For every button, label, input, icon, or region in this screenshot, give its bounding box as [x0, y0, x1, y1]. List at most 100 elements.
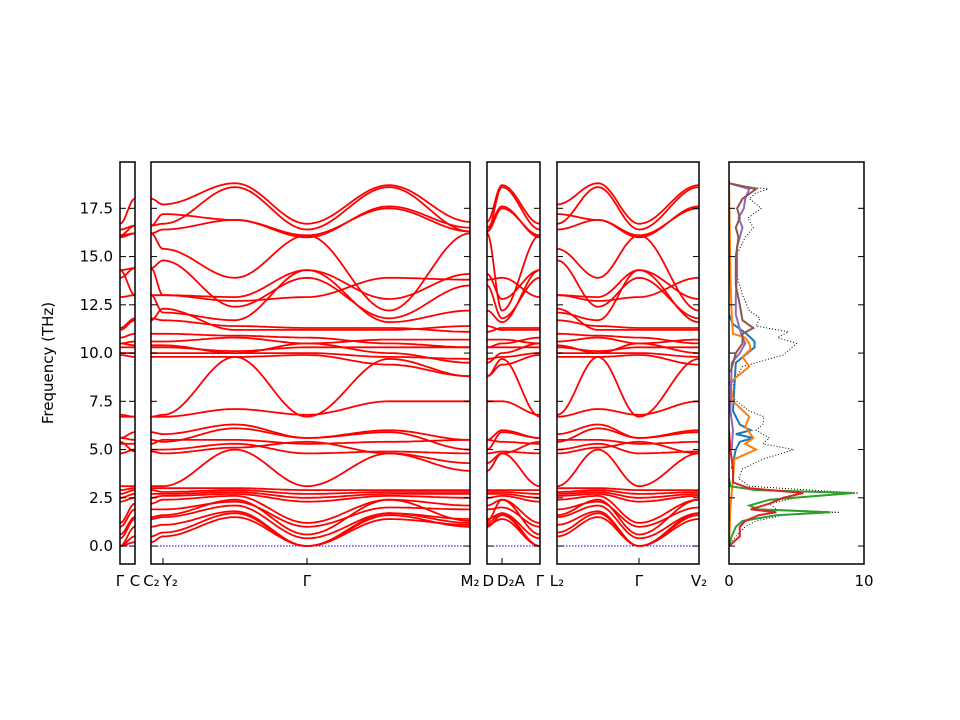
x-tick-label: V₂: [691, 572, 707, 590]
band-line: [120, 269, 135, 297]
band-line: [557, 269, 699, 300]
band-line: [487, 400, 540, 416]
x-tick-label: Γ: [116, 572, 125, 590]
band-line: [487, 276, 540, 298]
band-line: [557, 448, 699, 488]
band-line: [151, 500, 470, 528]
band-line: [487, 491, 540, 495]
band-line: [487, 338, 540, 345]
band-line: [151, 442, 470, 455]
band-line: [151, 492, 470, 503]
y-tick-label: 5.0: [89, 441, 113, 459]
band-line: [151, 423, 470, 441]
x-tick-label: Γ: [303, 572, 312, 590]
band-line: [151, 267, 470, 300]
band-line: [557, 269, 699, 324]
band-line: [557, 182, 699, 225]
band-line: [120, 319, 135, 331]
band-line: [557, 512, 699, 548]
x-tick-label: L₂: [550, 572, 564, 590]
band-line: [151, 276, 470, 302]
band-line: [120, 342, 135, 347]
band-line: [120, 197, 135, 225]
x-tick-label: M₂: [461, 572, 480, 590]
band-line: [557, 487, 699, 491]
band-line: [151, 491, 470, 499]
panel-frame: [486, 161, 541, 565]
band-line: [151, 317, 470, 333]
y-tick-label: 0.0: [89, 537, 113, 555]
band-line: [557, 354, 699, 366]
band-line: [151, 269, 470, 324]
band-line: [120, 502, 135, 524]
dos-series-projection-5: [729, 182, 751, 450]
band-line: [151, 498, 470, 536]
band-line: [151, 232, 470, 312]
band-line: [557, 400, 699, 418]
band-line: [557, 440, 699, 455]
band-line: [151, 182, 470, 225]
dos-x-tick-label: 0: [724, 572, 734, 590]
y-tick-label: 2.5: [89, 489, 113, 507]
band-line: [557, 495, 699, 524]
x-tick-label: Γ: [536, 572, 545, 590]
band-line: [557, 489, 699, 495]
band-line: [487, 205, 540, 239]
band-line: [557, 205, 699, 239]
band-line: [151, 400, 470, 418]
band-line: [120, 508, 135, 528]
band-line: [151, 489, 470, 495]
band-line: [557, 355, 699, 418]
band-line: [557, 259, 699, 320]
band-line: [487, 232, 540, 312]
dos-series-projection-1: [729, 314, 756, 470]
band-line: [487, 506, 540, 528]
band-line: [151, 207, 470, 237]
band-line: [487, 431, 540, 451]
band-line: [487, 269, 540, 300]
band-line: [557, 439, 699, 445]
band-line: [487, 269, 540, 324]
band-line: [120, 267, 135, 279]
band-line: [557, 336, 699, 345]
dos-series-projection-4: [729, 430, 804, 547]
band-line: [151, 495, 470, 524]
band-line: [557, 516, 699, 548]
band-line: [120, 487, 135, 491]
band-line: [151, 332, 470, 349]
band-line: [557, 332, 699, 345]
band-line: [487, 493, 540, 499]
y-tick-label: 17.5: [80, 199, 113, 217]
band-line: [557, 346, 699, 352]
band-panel-c2-y2-gamma-m2: C₂ Y₂ Γ M₂: [143, 161, 480, 590]
band-line: [120, 516, 135, 536]
band-line: [151, 427, 470, 451]
band-line: [487, 439, 540, 445]
band-line: [151, 342, 470, 364]
band-line: [487, 184, 540, 225]
band-panel-d-a-gamma: D D₂A Γ: [483, 161, 545, 590]
x-tick-label: Γ: [635, 572, 644, 590]
dos-series-projection-6: [729, 182, 759, 373]
band-line: [151, 186, 470, 233]
band-line: [151, 307, 470, 331]
x-tick-label: C₂: [143, 572, 160, 590]
band-line: [557, 186, 699, 231]
band-line: [557, 498, 699, 536]
band-line: [557, 423, 699, 439]
panel-frame: [119, 161, 136, 565]
y-tick-label: 15.0: [80, 248, 113, 266]
band-line: [487, 327, 540, 333]
band-line: [487, 518, 540, 547]
band-line: [487, 498, 540, 536]
band-line: [487, 276, 540, 320]
y-tick-label: 12.5: [80, 296, 113, 314]
panel-frame: [150, 161, 471, 565]
band-line: [151, 205, 470, 239]
band-line: [487, 357, 540, 418]
band-line: [120, 489, 135, 495]
y-tick-label: 10.0: [80, 344, 113, 362]
band-line: [151, 516, 470, 548]
band-line: [120, 437, 135, 441]
